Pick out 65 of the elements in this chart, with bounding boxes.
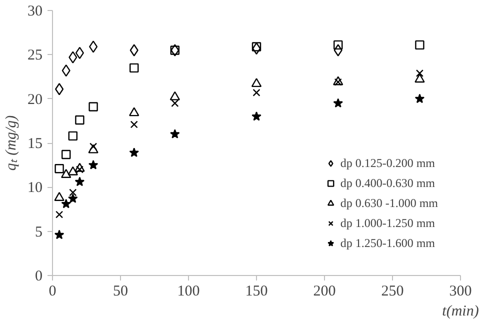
point	[414, 94, 425, 104]
x-tick-label: 200	[313, 284, 336, 300]
y-tick-label: 10	[28, 180, 42, 196]
point	[129, 107, 140, 116]
point	[90, 142, 98, 150]
point	[88, 102, 98, 112]
point	[68, 51, 78, 64]
point	[130, 44, 138, 56]
point	[68, 194, 78, 203]
x-tick-label: 300	[449, 284, 472, 300]
point	[170, 91, 180, 100]
point	[54, 230, 64, 240]
point	[333, 76, 344, 86]
point	[88, 144, 98, 154]
point	[252, 111, 262, 121]
y-tick-label: 15	[28, 136, 42, 152]
point	[69, 188, 77, 196]
point	[76, 166, 84, 174]
y-tick-label: 30	[28, 4, 42, 20]
point	[62, 150, 71, 160]
x-tick-label: 100	[177, 284, 200, 300]
point	[54, 164, 64, 174]
y-tick-label: 20	[28, 92, 42, 108]
point	[75, 115, 84, 125]
point	[252, 88, 260, 96]
legend-label: dp 0.400-0.630 mm	[340, 176, 435, 190]
point	[334, 78, 342, 86]
point	[414, 74, 425, 83]
y-tick-label: 0	[35, 268, 42, 284]
point	[61, 198, 71, 208]
x-axis-title: t(min)	[442, 304, 479, 320]
point	[55, 83, 64, 96]
legend-label: dp 1.000-1.250 mm	[340, 216, 435, 230]
point	[68, 166, 78, 176]
point	[74, 162, 85, 172]
x-tick-label: 150	[245, 284, 268, 300]
point	[56, 210, 64, 218]
point	[171, 99, 179, 108]
legend-label: dp 0.630 -1.000 mm	[340, 196, 438, 210]
point	[415, 40, 424, 50]
point	[129, 148, 139, 157]
point	[89, 40, 98, 53]
y-axis-title: qₜ (mg/g)	[4, 115, 20, 171]
point	[68, 131, 78, 141]
y-tick-label: 25	[28, 48, 42, 64]
point	[252, 42, 262, 52]
point	[88, 160, 98, 170]
x-tick-label: 50	[113, 284, 128, 300]
x-tick-label: 0	[48, 284, 56, 300]
legend-label: dp 1.250-1.600 mm	[340, 236, 435, 250]
point	[130, 120, 138, 128]
point	[75, 46, 84, 59]
point	[334, 44, 342, 56]
x-tick-label: 250	[381, 284, 404, 300]
legend-label: dp 0.125-0.200 mm	[340, 156, 435, 170]
point	[54, 192, 64, 201]
point	[74, 176, 85, 186]
point	[251, 78, 262, 88]
point	[416, 69, 424, 77]
point	[170, 129, 180, 138]
y-tick-label: 5	[35, 224, 42, 240]
point	[130, 63, 139, 73]
point	[61, 169, 72, 178]
point	[333, 98, 343, 108]
point	[334, 40, 343, 50]
